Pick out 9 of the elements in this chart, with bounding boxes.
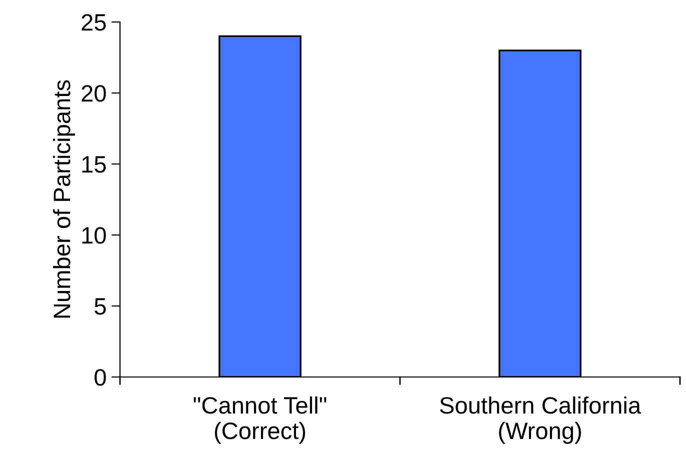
x-tick-label: Southern California (Wrong) <box>440 396 642 444</box>
y-tick-label: 15 <box>82 156 106 173</box>
y-tick-label: 0 <box>94 369 106 386</box>
y-tick-label: 20 <box>82 85 106 102</box>
y-tick-label: 5 <box>94 298 106 315</box>
y-tick-label: 25 <box>82 14 106 31</box>
x-tick-label: "Cannot Tell" (Correct) <box>194 396 326 444</box>
y-axis-title: Number of Participants <box>52 80 75 318</box>
y-tick-label: 10 <box>82 227 106 244</box>
